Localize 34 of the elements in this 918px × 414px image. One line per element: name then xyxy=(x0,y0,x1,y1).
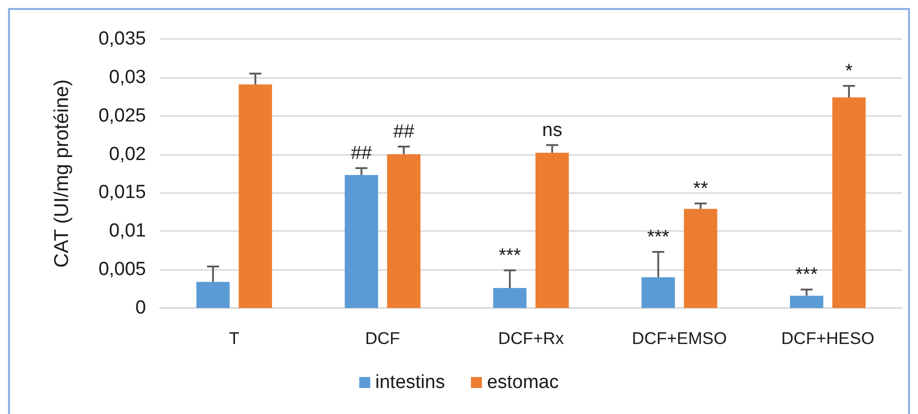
data-label: *** xyxy=(647,226,670,248)
bar xyxy=(196,282,230,308)
bar xyxy=(684,208,718,308)
bar xyxy=(536,152,569,308)
x-tick-label: DCF+EMSO xyxy=(632,329,727,348)
data-label: *** xyxy=(498,245,522,266)
y-tick-label: 0,005 xyxy=(98,259,146,280)
bar xyxy=(790,296,824,308)
y-tick-label: 0,015 xyxy=(98,182,146,204)
bar xyxy=(238,84,272,308)
bar xyxy=(493,288,526,308)
y-tick-label: 0,02 xyxy=(109,144,146,165)
y-axis-title: CAT (UI/mg protéine) xyxy=(51,79,73,268)
data-label: ## xyxy=(350,143,372,164)
bar xyxy=(642,277,675,308)
bar xyxy=(387,154,420,308)
y-tick-label: 0,035 xyxy=(98,28,146,50)
x-tick-label: DCF+Rx xyxy=(498,329,564,348)
y-tick-label: 0,03 xyxy=(109,66,146,88)
y-tick-label: 0,01 xyxy=(109,220,146,242)
data-label: * xyxy=(845,60,854,82)
legend-label: intestins xyxy=(375,372,445,393)
data-label: ## xyxy=(393,122,415,143)
data-label: ** xyxy=(693,178,709,200)
x-tick-label: T xyxy=(229,329,240,348)
bar xyxy=(344,175,378,308)
bar xyxy=(832,97,866,308)
y-tick-label: 0,025 xyxy=(98,105,146,126)
x-tick-label: DCF+HESO xyxy=(781,329,874,348)
x-tick-label: DCF xyxy=(365,329,400,348)
data-label: ns xyxy=(542,120,562,142)
data-label: *** xyxy=(796,264,818,286)
y-tick-label: 0 xyxy=(135,298,146,318)
legend-label: estomac xyxy=(486,372,559,393)
